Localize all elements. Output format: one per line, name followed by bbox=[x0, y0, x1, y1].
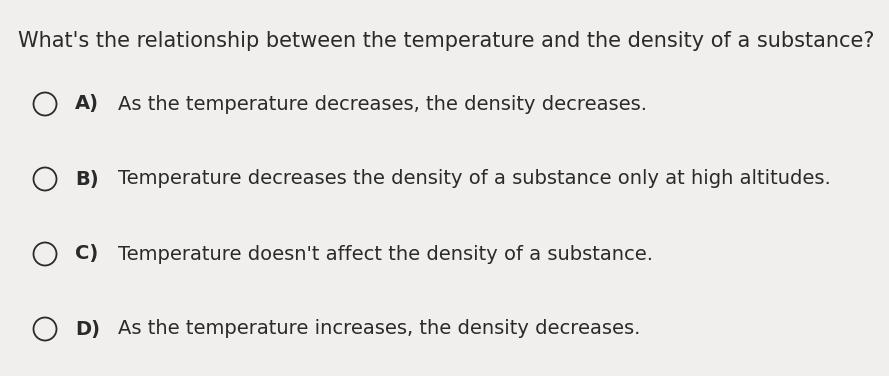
Text: C): C) bbox=[75, 244, 99, 264]
Text: What's the relationship between the temperature and the density of a substance?: What's the relationship between the temp… bbox=[18, 31, 875, 51]
Text: As the temperature decreases, the density decreases.: As the temperature decreases, the densit… bbox=[118, 94, 647, 114]
Text: Temperature doesn't affect the density of a substance.: Temperature doesn't affect the density o… bbox=[118, 244, 653, 264]
Text: As the temperature increases, the density decreases.: As the temperature increases, the densit… bbox=[118, 320, 640, 338]
Text: D): D) bbox=[75, 320, 100, 338]
Text: A): A) bbox=[75, 94, 99, 114]
Text: B): B) bbox=[75, 170, 99, 188]
Text: Temperature decreases the density of a substance only at high altitudes.: Temperature decreases the density of a s… bbox=[118, 170, 830, 188]
